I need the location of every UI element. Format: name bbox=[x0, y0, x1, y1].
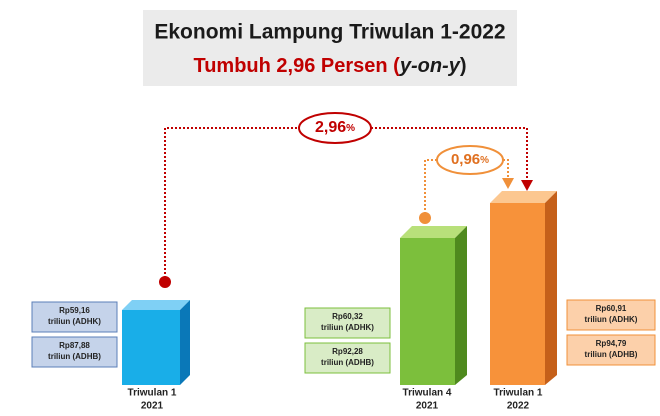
arrow bbox=[521, 180, 533, 191]
growth-value: 0,96 bbox=[451, 151, 480, 168]
bar-label: 2021 bbox=[416, 401, 439, 412]
growth-value: 2,96 bbox=[315, 119, 346, 136]
bar-orange bbox=[490, 191, 557, 385]
arrow bbox=[502, 178, 514, 189]
bar-label: Triwulan 1 bbox=[128, 388, 177, 399]
bar-green bbox=[400, 226, 467, 385]
bar-label: Triwulan 4 bbox=[403, 388, 452, 399]
connector-red bbox=[164, 127, 528, 282]
value-text: Rp94,79 bbox=[596, 339, 627, 348]
value-text: triliun (ADHK) bbox=[585, 315, 638, 324]
value-text: triliun (ADHB) bbox=[585, 350, 638, 359]
title: Ekonomi Lampung Triwulan 1-2022 bbox=[154, 21, 505, 44]
value-text: triliun (ADHB) bbox=[48, 352, 101, 361]
value-text: Rp87,88 bbox=[59, 341, 90, 350]
badge-text: 2,96% bbox=[315, 119, 355, 136]
growth-unit: % bbox=[480, 155, 489, 166]
value-text: triliun (ADHB) bbox=[321, 358, 374, 367]
value-box bbox=[31, 301, 118, 333]
labels: Triwulan 1 2021 Rp59,16 triliun (ADHK) Rp87,… bbox=[31, 299, 656, 412]
badge-text: 0,96% bbox=[451, 151, 489, 168]
header-band bbox=[143, 10, 517, 86]
value-text: Rp60,91 bbox=[596, 304, 627, 313]
value-text: Rp59,16 bbox=[59, 306, 90, 315]
subtitle: Tumbuh 2,96 Persen (y-on-y) bbox=[193, 55, 466, 77]
subtitle-close: ) bbox=[460, 55, 467, 77]
subtitle-italic: y-on-y bbox=[399, 55, 461, 77]
value-box bbox=[304, 307, 391, 339]
value-text: Rp60,32 bbox=[332, 312, 363, 321]
bar-blue bbox=[122, 300, 190, 385]
value-box bbox=[566, 299, 656, 331]
connector-orange bbox=[424, 159, 509, 218]
dot bbox=[159, 276, 171, 288]
bar-label: Triwulan 1 bbox=[494, 388, 543, 399]
bar-label: 2022 bbox=[507, 401, 530, 412]
value-box bbox=[304, 342, 391, 374]
badge bbox=[436, 145, 504, 175]
growth-unit: % bbox=[346, 123, 355, 134]
value-text: triliun (ADHK) bbox=[321, 323, 374, 332]
value-box bbox=[566, 334, 656, 366]
badge bbox=[298, 112, 372, 144]
dot bbox=[419, 212, 431, 224]
value-text: Rp92,28 bbox=[332, 347, 363, 356]
value-box bbox=[31, 336, 118, 368]
bar-label: 2021 bbox=[141, 401, 164, 412]
value-text: triliun (ADHK) bbox=[48, 317, 101, 326]
subtitle-text: Tumbuh 2,96 Persen ( bbox=[193, 55, 400, 77]
